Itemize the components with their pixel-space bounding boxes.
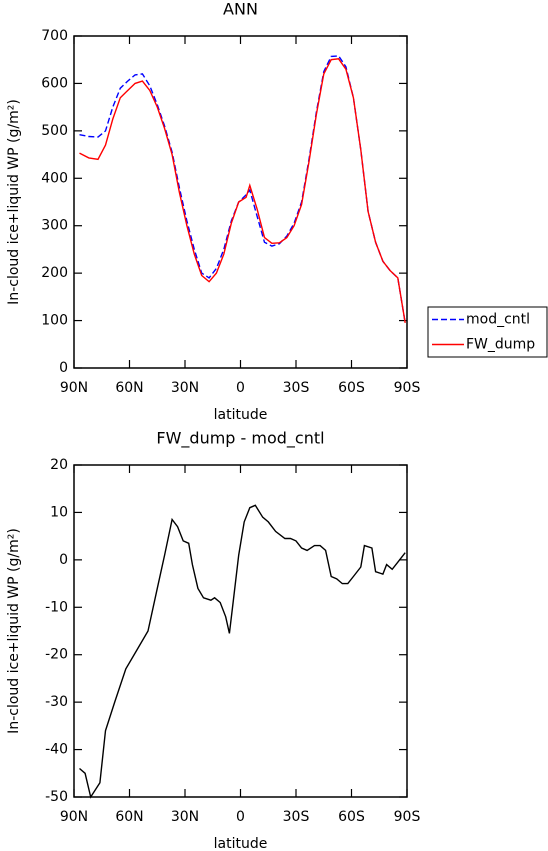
series-line	[79, 58, 406, 324]
x-tick-label: 60N	[115, 380, 143, 396]
chart-title: FW_dump - mod_cntl	[156, 429, 324, 449]
y-tick-label: -50	[45, 789, 68, 805]
y-tick-label: -30	[45, 694, 68, 710]
x-tick-label: 30N	[171, 809, 199, 825]
x-axis-label: latitude	[214, 407, 268, 423]
legend-label: FW_dump	[466, 337, 535, 353]
y-tick-label: 600	[41, 75, 68, 91]
x-tick-label: 30N	[171, 380, 199, 396]
y-tick-label: 200	[41, 265, 68, 281]
y-tick-label: 20	[50, 457, 68, 473]
x-tick-label: 60S	[338, 380, 365, 396]
x-axis-label: latitude	[214, 836, 268, 851]
x-tick-label: 30S	[283, 380, 310, 396]
x-tick-label: 90S	[394, 380, 421, 396]
y-axis-label: In-cloud ice+liquid WP (g/m²)	[6, 528, 22, 734]
y-tick-label: -20	[45, 647, 68, 663]
y-tick-label: 0	[59, 552, 68, 568]
x-tick-label: 0	[236, 809, 245, 825]
plot-frame	[73, 464, 408, 798]
x-tick-label: 90N	[60, 809, 88, 825]
y-tick-label: 400	[41, 170, 68, 186]
x-tick-label: 60S	[338, 809, 365, 825]
y-tick-label: -40	[45, 742, 68, 758]
x-tick-label: 90S	[394, 809, 421, 825]
y-tick-label: 700	[41, 28, 68, 44]
y-tick-label: 0	[59, 360, 68, 376]
x-tick-label: 30S	[283, 809, 310, 825]
y-tick-label: -10	[45, 599, 68, 615]
legend-box	[427, 306, 548, 358]
series-line	[79, 55, 406, 324]
y-tick-label: 500	[41, 123, 68, 139]
y-tick-label: 100	[41, 313, 68, 329]
y-axis-label: In-cloud ice+liquid WP (g/m²)	[6, 99, 22, 305]
plot-frame	[73, 35, 408, 369]
y-tick-label: 300	[41, 218, 68, 234]
series-line	[79, 504, 406, 799]
y-tick-label: 10	[50, 504, 68, 520]
chart-title: ANN	[223, 0, 258, 19]
x-tick-label: 90N	[60, 380, 88, 396]
x-tick-label: 0	[236, 380, 245, 396]
x-tick-label: 60N	[115, 809, 143, 825]
legend-label: mod_cntl	[466, 312, 530, 328]
